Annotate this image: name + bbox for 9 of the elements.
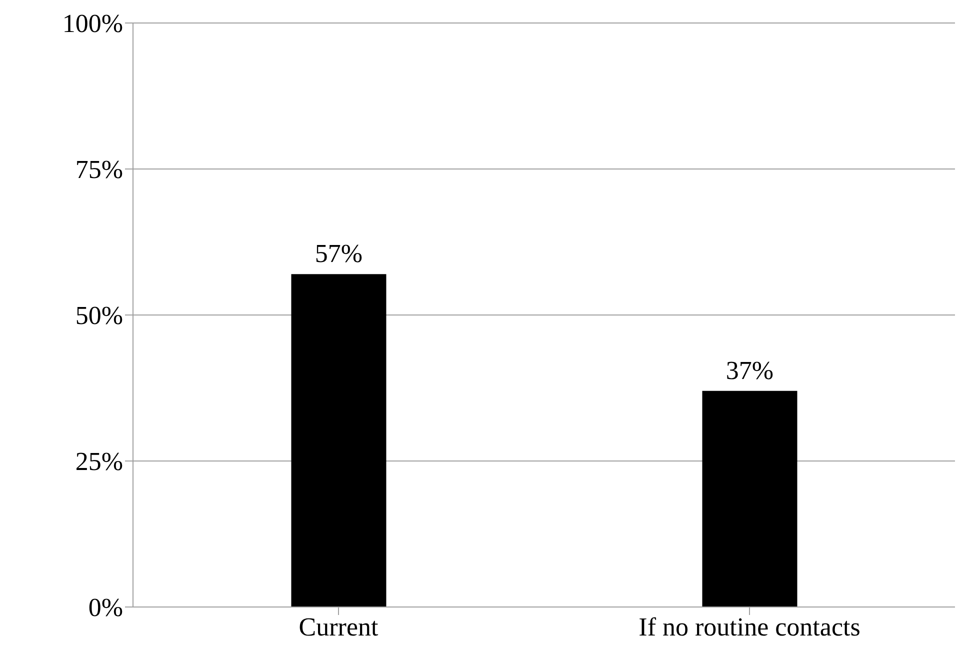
x-tick-label: If no routine contacts [638, 612, 860, 642]
data-label: 57% [314, 239, 363, 268]
y-tick-label: 75% [75, 155, 123, 184]
y-tick-label: 0% [88, 593, 123, 622]
data-label: 37% [726, 356, 774, 385]
y-tick-label: 25% [75, 447, 123, 476]
x-tick-label: Current [298, 612, 379, 642]
y-tick-label: 50% [75, 301, 123, 330]
y-tick-label: 100% [62, 9, 123, 38]
